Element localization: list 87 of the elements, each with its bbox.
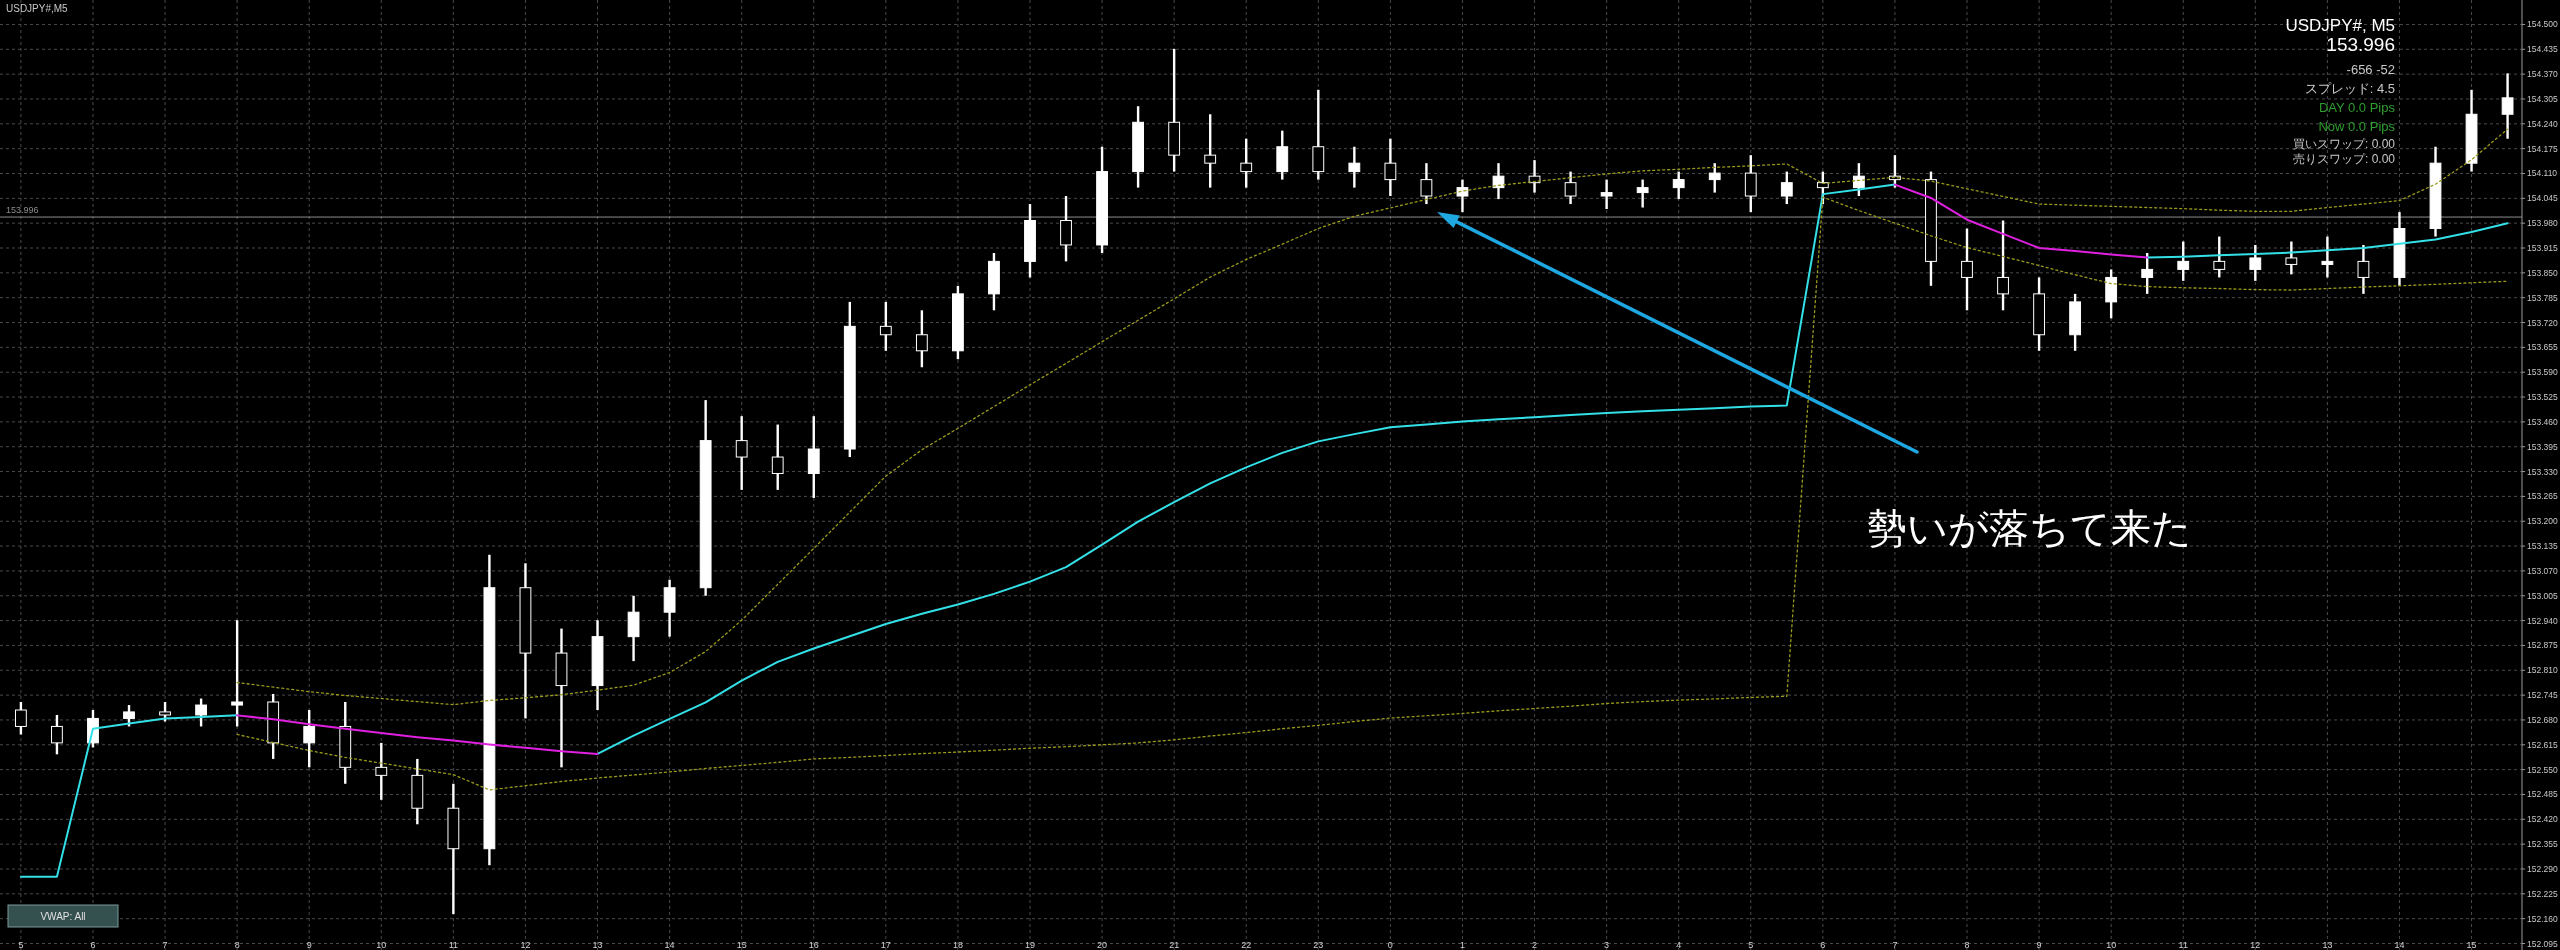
x-tick-label: 20 [1097,940,1108,950]
x-tick-label: 12 [520,940,531,950]
x-tick-label: 4 [1676,940,1682,950]
y-tick-label: 152.680 [2527,714,2558,725]
y-tick-label: 152.550 [2527,764,2558,775]
y-tick-label: 153.265 [2527,491,2558,502]
x-tick-label: 7 [1892,940,1898,950]
x-tick-label: 14 [664,940,675,950]
x-tick-label: 15 [736,940,747,950]
x-tick-label: 5 [18,940,24,950]
x-tick-label: 22 [1241,940,1252,950]
y-tick-label: 152.290 [2527,863,2558,874]
x-tick-label: 18 [952,940,963,950]
x-tick-label: 0 [1387,940,1393,950]
x-tick-label: 17 [880,940,891,950]
y-tick-label: 154.240 [2527,118,2558,129]
line-series [236,196,2509,791]
y-tick-label: 152.875 [2527,640,2558,651]
x-tick-label: 6 [1820,940,1826,950]
y-tick-label: 153.200 [2527,516,2558,527]
y-tick-label: 154.370 [2527,69,2558,80]
annotation: Now 0.0 Pips [2318,119,2396,134]
y-tick-label: 154.435 [2527,44,2558,55]
ref-line-label: 153.996 [6,205,39,216]
x-tick-label: 15 [2466,940,2477,950]
x-tick-label: 5 [1748,940,1754,950]
y-tick-label: 154.045 [2527,193,2558,204]
x-tick-label: 16 [808,940,819,950]
y-tick-label: 152.745 [2527,690,2558,701]
x-tick-label: 2 [1532,940,1538,950]
y-tick-label: 152.485 [2527,789,2558,800]
x-tick-label: 8 [234,940,240,950]
annotation: スプレッド: 4.5 [2304,81,2395,96]
y-tick-label: 152.615 [2527,739,2558,750]
y-tick-label: 153.980 [2527,218,2558,229]
y-tick-label: 152.810 [2527,665,2558,676]
x-tick-label: 8 [1964,940,1970,950]
y-tick-label: 152.940 [2527,615,2558,626]
y-tick-label: 152.355 [2527,839,2558,850]
x-tick-label: 7 [162,940,168,950]
x-tick-label: 10 [376,940,387,950]
annotation: 勢いが落ちて来た [1867,506,2192,550]
y-tick-label: 154.305 [2527,93,2558,104]
y-tick-label: 153.655 [2527,342,2558,353]
x-tick-label: 9 [306,940,312,950]
y-tick-label: 153.005 [2527,590,2558,601]
y-tick-label: 152.225 [2527,888,2558,899]
x-tick-label: 9 [2036,940,2042,950]
annotation: -656 -52 [2346,62,2395,77]
y-tick-label: 153.330 [2527,466,2558,477]
y-tick-label: 152.160 [2527,913,2558,924]
y-tick-label: 153.525 [2527,392,2558,403]
y-tick-label: 154.500 [2527,19,2558,30]
x-tick-label: 3 [1604,940,1610,950]
y-tick-label: 153.070 [2527,565,2558,576]
y-tick-label: 153.135 [2527,541,2558,552]
x-tick-label: 19 [1024,940,1035,950]
button: VWAP: All [7,904,119,928]
y-tick-label: 153.850 [2527,267,2558,278]
y-tick-label: 153.460 [2527,416,2558,427]
y-tick-label: 153.395 [2527,441,2558,452]
y-tick-label: 154.110 [2527,168,2558,179]
y-tick-label: 153.785 [2527,292,2558,303]
y-tick-label: 152.420 [2527,814,2558,825]
chart-title: USDJPY#,M5 [6,3,69,14]
x-tick-label: 14 [2394,940,2405,950]
y-tick-label: 152.095 [2527,938,2558,949]
x-tick-label: 11 [448,940,459,950]
x-tick-label: 1 [1459,940,1465,950]
y-tick-label: 153.720 [2527,317,2558,328]
x-tick-label: 10 [2106,940,2117,950]
x-tick-label: 23 [1313,940,1324,950]
x-tick-label: 13 [2322,940,2333,950]
x-tick-label: 12 [2250,940,2261,950]
y-tick-label: 153.915 [2527,243,2558,254]
x-tick-label: 21 [1169,940,1180,950]
annotation: 153.996 [2326,34,2395,55]
annotation: VWAP: All [40,911,86,922]
annotation: USDJPY#, M5 [2285,16,2395,35]
y-tick-label: 153.590 [2527,367,2558,378]
annotation: 買いスワップ: 0.00 [2292,137,2396,151]
annotation: DAY 0.0 Pips [2318,100,2396,115]
x-tick-label: 11 [2178,940,2188,950]
x-tick-label: 13 [592,940,603,950]
y-tick-label: 154.175 [2527,143,2558,154]
x-tick-label: 6 [90,940,96,950]
annotation: 売りスワップ: 0.00 [2292,152,2396,166]
